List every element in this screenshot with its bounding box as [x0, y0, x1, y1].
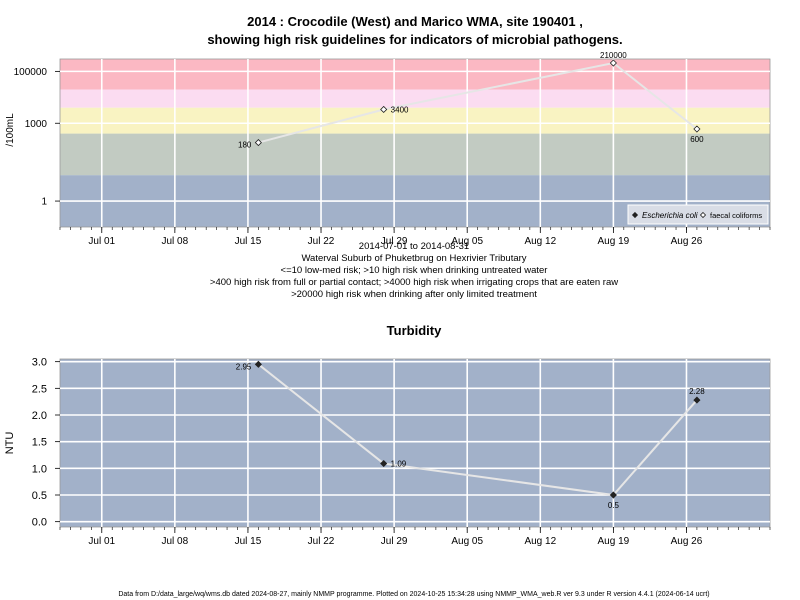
- chart2-background: [59, 358, 771, 528]
- risk-band: [60, 133, 770, 176]
- chart2-title: Turbidity: [387, 323, 442, 338]
- x-tick-label: Jul 08: [162, 236, 189, 247]
- y-tick-label: 0.5: [32, 490, 47, 502]
- data-point: [693, 396, 701, 404]
- y-tick-label: 3.0: [32, 357, 47, 369]
- x-tick-label: Jul 29: [381, 236, 408, 247]
- y-tick-label: 1: [41, 197, 47, 208]
- data-point: [693, 125, 701, 133]
- x-tick-label: Aug 12: [524, 536, 556, 547]
- x-tick-label: Aug 19: [598, 236, 630, 247]
- data-label: 1.09: [391, 460, 407, 469]
- x-tick-label: Aug 05: [451, 236, 483, 247]
- chart1-x-axis: Jul 01 Jul 08 Jul 15 Jul 22 Jul 29 Aug 05 Aug …: [59, 227, 771, 247]
- risk-band: [60, 107, 770, 134]
- y-tick-label: 2.5: [32, 383, 47, 395]
- series-line: [257, 363, 698, 497]
- data-label: 2.28: [689, 387, 705, 396]
- y-tick-label: 0.0: [32, 517, 47, 529]
- chart1-grid: [60, 59, 770, 227]
- data-point: [380, 459, 388, 468]
- legend-marker-open: [699, 211, 707, 219]
- legend-label: Escherichia coli: [642, 211, 698, 220]
- data-label: 600: [690, 135, 704, 144]
- chart1-legend: Escherichia coli faecal coliforms: [627, 204, 769, 225]
- chart1-y-axis: 1 1000 100000: [14, 67, 60, 208]
- series-line: [258, 61, 698, 144]
- x-tick-label: Jul 15: [235, 536, 262, 547]
- x-tick-label: Aug 26: [671, 236, 703, 247]
- plot-background: [59, 358, 771, 528]
- data-point: [254, 139, 262, 147]
- data-point: [380, 105, 388, 114]
- data-label: 0.5: [608, 501, 620, 510]
- x-tick-label: Jul 22: [308, 236, 335, 247]
- x-tick-label: Jul 08: [162, 536, 189, 547]
- legend-box: [627, 204, 769, 225]
- data-point: [254, 360, 262, 368]
- note-line: >20000 high risk when drinking after onl…: [291, 289, 537, 300]
- note-line: <=10 low-med risk; >10 high risk when dr…: [281, 265, 548, 276]
- risk-band: [60, 89, 770, 108]
- note-line: >400 high risk from full or partial cont…: [210, 277, 618, 288]
- chart2-y-axis: 0.0 0.5 1.0 1.5 2.0 2.5 3.0: [32, 357, 60, 529]
- x-tick-label: Aug 05: [451, 536, 483, 547]
- x-tick-label: Aug 26: [671, 536, 703, 547]
- y-tick-label: 100000: [14, 67, 48, 78]
- data-label: 210000: [600, 51, 627, 60]
- chart1-series-line: [258, 61, 698, 144]
- chart2-ylabel: NTU: [4, 432, 16, 455]
- x-tick-label: Jul 01: [88, 236, 115, 247]
- chart1-risk-bands: [59, 58, 771, 228]
- x-tick-label: Jul 01: [88, 536, 115, 547]
- data-label: 3400: [391, 105, 409, 114]
- footer-text: Data from D:/data_large/wq/wms.db dated …: [118, 591, 709, 598]
- note-line: 2014-07-01 to 2014-08-31: [359, 241, 469, 252]
- x-tick-label: Aug 12: [524, 236, 556, 247]
- chart2-points: 2.95 1.09 0.5 2.28: [236, 360, 705, 510]
- data-label: 180: [238, 141, 252, 150]
- chart2-series-line: [257, 363, 698, 497]
- x-tick-label: Jul 22: [308, 536, 335, 547]
- x-tick-label: Jul 29: [381, 536, 408, 547]
- x-tick-label: Aug 19: [598, 536, 630, 547]
- data-point: [609, 491, 617, 499]
- y-tick-label: 1000: [25, 119, 48, 130]
- data-label: 2.95: [236, 362, 252, 371]
- chart1-ylabel: /100mL: [5, 113, 16, 147]
- y-tick-label: 1.5: [32, 437, 47, 449]
- legend-label: faecal coliforms: [710, 211, 762, 220]
- chart2-grid: [60, 359, 770, 527]
- risk-band: [60, 59, 770, 90]
- chart1-title-line2: showing high risk guidelines for indicat…: [207, 32, 622, 47]
- y-tick-label: 1.0: [32, 463, 47, 475]
- chart2-x-axis: Jul 01 Jul 08 Jul 15 Jul 22 Jul 29 Aug 05 Aug …: [59, 527, 771, 547]
- chart1-title-line1: 2014 : Crocodile (West) and Marico WMA, …: [247, 14, 583, 29]
- note-line: Waterval Suburb of Phuketbrug on Hexrivi…: [301, 253, 526, 264]
- x-tick-label: Jul 15: [235, 236, 262, 247]
- data-point: [609, 59, 617, 67]
- chart1-points: 180 3400 210000 600: [238, 51, 704, 150]
- legend-marker-filled: [631, 211, 639, 219]
- y-tick-label: 2.0: [32, 410, 47, 422]
